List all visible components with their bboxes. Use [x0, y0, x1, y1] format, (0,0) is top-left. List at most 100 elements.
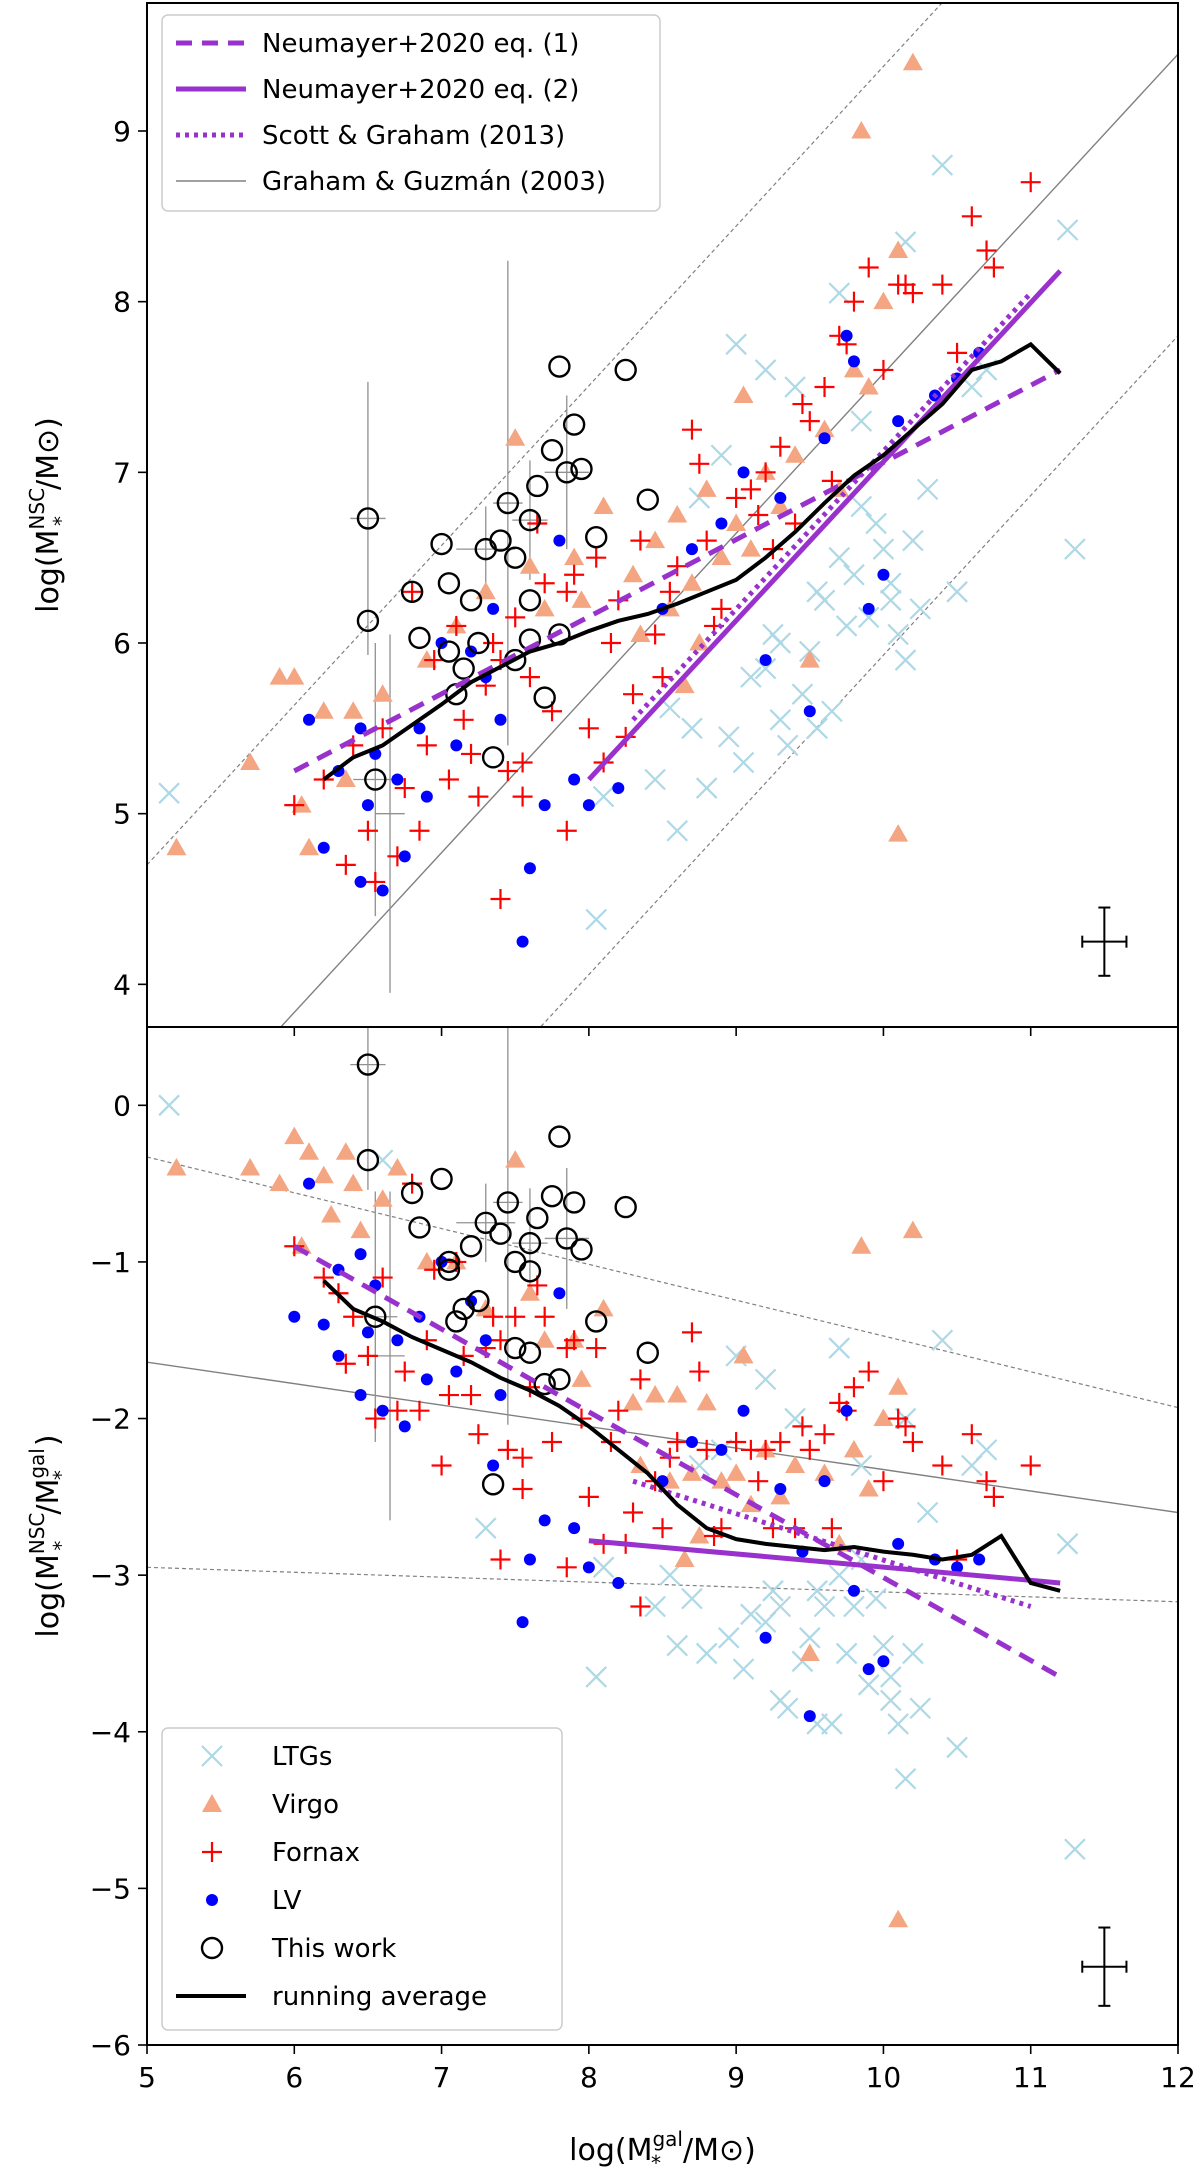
- ltg-point: [909, 1697, 932, 1720]
- ltg-point: [813, 1595, 836, 1618]
- virgo-point: [814, 419, 835, 438]
- virgo-point: [858, 1479, 879, 1497]
- virgo-point: [519, 1283, 540, 1301]
- ltg-point: [806, 717, 828, 740]
- lv-point: [612, 782, 625, 795]
- fornax-point: [461, 1385, 482, 1406]
- fornax-point: [409, 1400, 430, 1421]
- ltg-point: [909, 598, 932, 620]
- fornax-point: [468, 1424, 489, 1445]
- this-work-point: [570, 457, 593, 481]
- fornax-point: [814, 1424, 835, 1445]
- virgo-point: [299, 1142, 320, 1160]
- lv-point: [494, 1389, 507, 1402]
- legend-swatch: [201, 1745, 223, 1767]
- this-work-point: [481, 746, 505, 769]
- fornax-point: [659, 581, 680, 602]
- ltg-point: [828, 1337, 851, 1359]
- virgo-point: [475, 581, 496, 600]
- virgo-point: [505, 428, 526, 446]
- this-work-point: [364, 768, 387, 791]
- lv-point: [465, 645, 478, 658]
- fornax-point: [711, 598, 732, 619]
- y-tick-label: −4: [90, 1716, 131, 1749]
- lv-point: [538, 799, 551, 812]
- y-tick-label: 4: [113, 968, 131, 1001]
- ltg-point: [828, 546, 851, 569]
- this-work-point: [408, 626, 431, 650]
- y-axis-label: log(MNSC*/M⊙): [25, 417, 73, 613]
- lv-point: [354, 1389, 367, 1402]
- fornax-point: [1020, 172, 1041, 193]
- graham-guzman-bound-line: [147, 1566, 1178, 1603]
- lv-point: [568, 773, 581, 786]
- y-tick-label: 9: [113, 115, 131, 148]
- fornax-point: [696, 530, 717, 551]
- ltg-point: [850, 495, 873, 518]
- lv-point: [568, 1522, 581, 1535]
- fornax-point: [858, 1361, 879, 1382]
- virgo-point: [645, 530, 666, 549]
- lv-point: [862, 1663, 875, 1676]
- legend-item: LV: [206, 1886, 302, 1916]
- this-work-point: [356, 507, 380, 530]
- lv-point: [538, 1514, 551, 1527]
- virgo-point: [571, 1369, 592, 1387]
- legend-label: Neumayer+2020 eq. (2): [262, 75, 579, 105]
- fornax-point: [961, 206, 982, 227]
- fornax-point: [623, 1502, 644, 1523]
- virgo-point: [851, 1236, 872, 1254]
- virgo-point: [505, 1150, 526, 1168]
- fornax-point: [792, 394, 813, 415]
- lv-point: [737, 1404, 750, 1417]
- neumayer-eq2-line: [588, 1538, 1061, 1586]
- virgo-point: [799, 650, 820, 668]
- fornax-point: [402, 581, 423, 602]
- fornax-point: [689, 1361, 710, 1382]
- ltg-point: [1056, 219, 1079, 241]
- fornax-point: [645, 624, 666, 645]
- fornax-point: [556, 1557, 577, 1578]
- lv-point: [877, 568, 890, 581]
- y-tick-label: 5: [113, 798, 131, 831]
- this-work-point: [408, 1216, 431, 1239]
- this-work-point: [489, 1222, 512, 1245]
- legend-swatch: [200, 1936, 224, 1960]
- y-tick-label: 7: [113, 456, 131, 489]
- lv-point: [354, 1248, 367, 1261]
- ltg-point: [474, 1517, 497, 1539]
- lv-point: [391, 773, 404, 786]
- this-work-point: [526, 474, 549, 498]
- fornax-point: [512, 786, 533, 807]
- ltg-point: [158, 782, 180, 804]
- fornax-point: [652, 667, 673, 688]
- fornax-point: [740, 479, 761, 500]
- fornax-point: [372, 1267, 393, 1288]
- fornax-point: [792, 1416, 813, 1437]
- ltg-point: [718, 1627, 740, 1649]
- ltg-point: [894, 1767, 917, 1790]
- fornax-point: [578, 1486, 599, 1507]
- virgo-point: [571, 590, 592, 608]
- ltg-point: [754, 1368, 777, 1391]
- this-work-point: [437, 572, 461, 595]
- fornax-point: [961, 1424, 982, 1445]
- plot-area: [147, 3, 1178, 1027]
- this-work-point: [459, 1235, 483, 1258]
- virgo-point: [888, 824, 909, 842]
- ltg-point: [754, 657, 777, 680]
- this-work-point: [437, 1258, 461, 1281]
- ltg-point: [791, 683, 814, 705]
- virgo-point: [770, 496, 791, 514]
- legend-label: Virgo: [272, 1790, 339, 1820]
- virgo-point: [313, 1165, 334, 1184]
- fornax-point: [1020, 1455, 1041, 1476]
- svg-text:log(MNSC*/M⊙): log(MNSC*/M⊙): [25, 417, 73, 613]
- this-work-point: [636, 1341, 659, 1364]
- lv-point: [450, 1365, 463, 1378]
- lv-point: [420, 790, 433, 803]
- fornax-point: [512, 1479, 533, 1500]
- this-work-point: [459, 589, 483, 612]
- lv-point: [840, 329, 853, 342]
- lv-point: [398, 850, 411, 863]
